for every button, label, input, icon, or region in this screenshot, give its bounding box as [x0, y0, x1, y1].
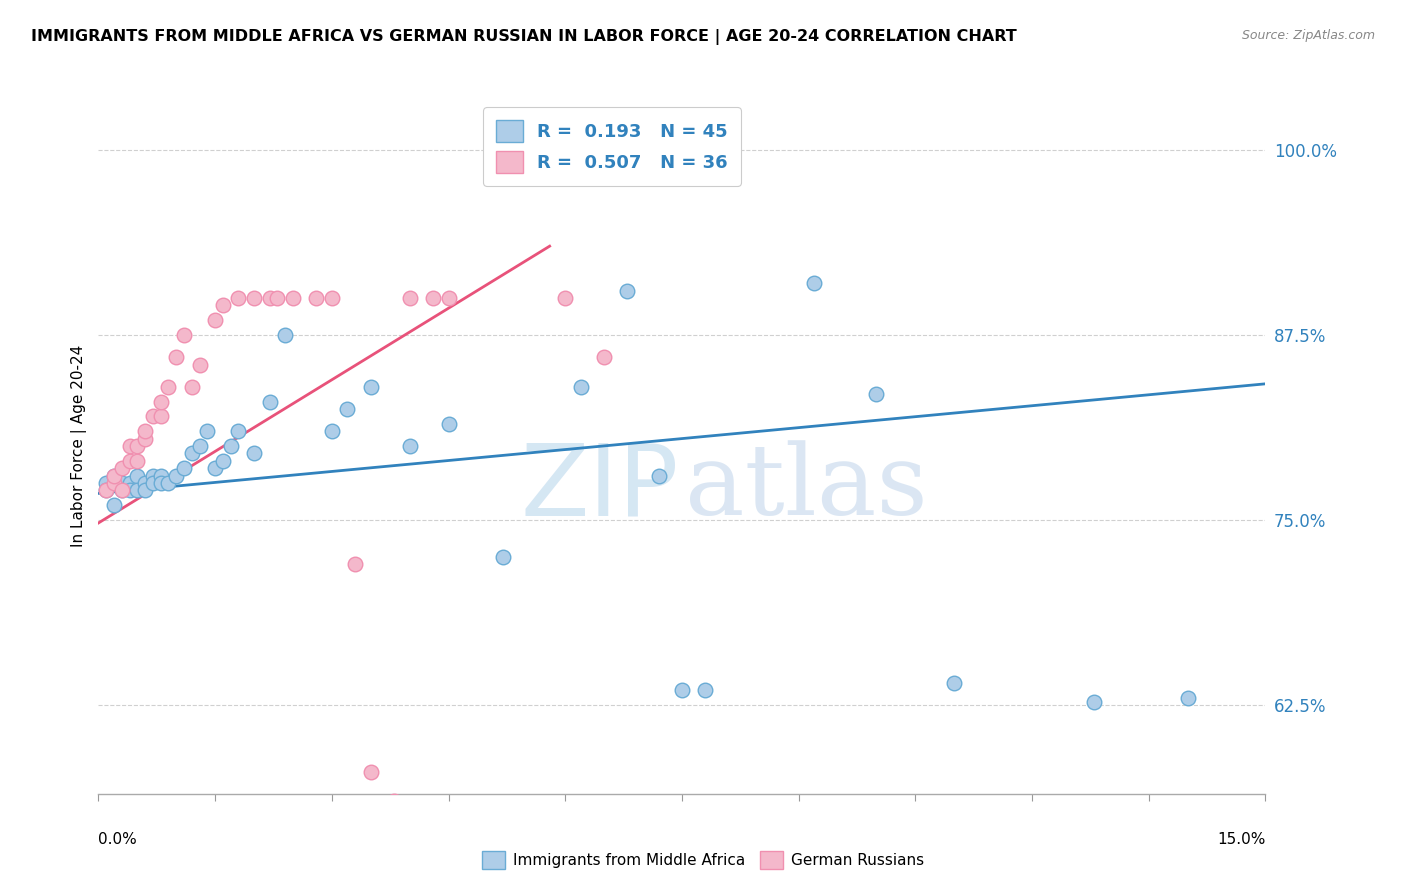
Point: [118, 475, 141, 490]
Point: [103, 475, 125, 490]
Point: [1177, 690, 1199, 705]
Point: [398, 291, 420, 305]
Point: [259, 394, 281, 409]
Point: [111, 475, 134, 490]
Point: [212, 298, 235, 312]
Point: [274, 328, 297, 343]
Point: [382, 794, 405, 808]
Point: [305, 291, 328, 305]
Point: [695, 683, 717, 698]
Point: [188, 439, 211, 453]
Point: [118, 454, 141, 468]
Point: [96, 483, 118, 498]
Text: atlas: atlas: [685, 440, 928, 535]
Point: [281, 291, 304, 305]
Point: [865, 387, 887, 401]
Point: [593, 350, 616, 364]
Point: [134, 475, 156, 490]
Point: [157, 475, 180, 490]
Y-axis label: In Labor Force | Age 20-24: In Labor Force | Age 20-24: [72, 345, 87, 547]
Point: [96, 483, 118, 498]
Point: [243, 446, 266, 460]
Point: [149, 468, 172, 483]
Point: [437, 291, 460, 305]
Point: [204, 461, 226, 475]
Point: [127, 454, 149, 468]
Point: [149, 394, 172, 409]
Text: ZIP: ZIP: [520, 439, 679, 536]
Text: 15.0%: 15.0%: [1218, 832, 1265, 847]
Point: [803, 276, 825, 290]
Point: [134, 483, 156, 498]
Point: [259, 291, 281, 305]
Point: [180, 446, 202, 460]
Point: [554, 291, 576, 305]
Point: [103, 468, 125, 483]
Point: [212, 454, 235, 468]
Legend: Immigrants from Middle Africa, German Russians: Immigrants from Middle Africa, German Ru…: [477, 845, 929, 875]
Point: [228, 424, 250, 438]
Text: 0.0%: 0.0%: [98, 832, 138, 847]
Point: [422, 291, 444, 305]
Point: [321, 424, 343, 438]
Text: Source: ZipAtlas.com: Source: ZipAtlas.com: [1241, 29, 1375, 42]
Point: [943, 676, 966, 690]
Point: [103, 498, 125, 512]
Point: [149, 409, 172, 424]
Point: [243, 291, 266, 305]
Point: [219, 439, 242, 453]
Point: [671, 683, 693, 698]
Point: [111, 483, 134, 498]
Point: [173, 328, 195, 343]
Point: [149, 475, 172, 490]
Point: [96, 475, 118, 490]
Point: [180, 380, 202, 394]
Point: [616, 284, 638, 298]
Point: [127, 468, 149, 483]
Point: [647, 468, 669, 483]
Point: [165, 468, 187, 483]
Point: [204, 313, 226, 327]
Point: [118, 483, 141, 498]
Point: [127, 483, 149, 498]
Point: [157, 380, 180, 394]
Point: [142, 475, 165, 490]
Point: [134, 432, 156, 446]
Point: [173, 461, 195, 475]
Point: [321, 291, 343, 305]
Point: [111, 483, 134, 498]
Point: [228, 291, 250, 305]
Point: [1083, 695, 1105, 709]
Point: [188, 358, 211, 372]
Point: [398, 439, 420, 453]
Point: [103, 468, 125, 483]
Point: [142, 468, 165, 483]
Point: [360, 764, 382, 779]
Point: [142, 409, 165, 424]
Point: [360, 380, 382, 394]
Point: [492, 549, 515, 564]
Point: [127, 439, 149, 453]
Point: [344, 558, 367, 572]
Point: [195, 424, 218, 438]
Point: [118, 439, 141, 453]
Point: [569, 380, 592, 394]
Text: IMMIGRANTS FROM MIDDLE AFRICA VS GERMAN RUSSIAN IN LABOR FORCE | AGE 20-24 CORRE: IMMIGRANTS FROM MIDDLE AFRICA VS GERMAN …: [31, 29, 1017, 45]
Point: [111, 461, 134, 475]
Point: [165, 350, 187, 364]
Point: [134, 424, 156, 438]
Point: [266, 291, 288, 305]
Point: [437, 417, 460, 431]
Legend: R =  0.193   N = 45, R =  0.507   N = 36: R = 0.193 N = 45, R = 0.507 N = 36: [484, 107, 741, 186]
Point: [336, 402, 359, 417]
